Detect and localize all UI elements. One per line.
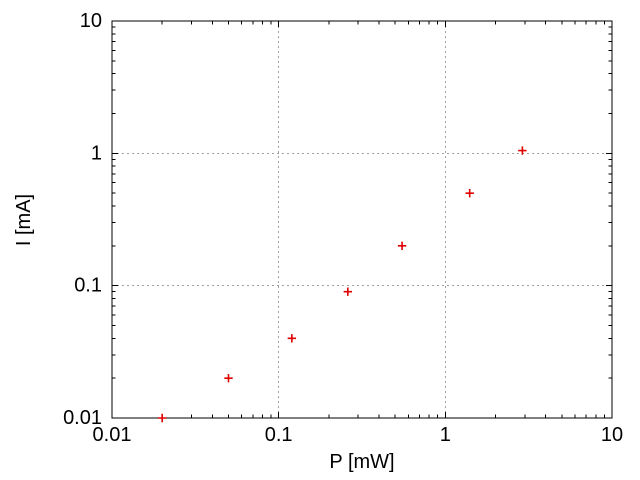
data-point-marker [465,188,474,198]
data-points [157,146,527,423]
y-tick-label: 0.1 [74,275,102,297]
data-point-marker [287,334,297,343]
data-point-marker [343,287,353,296]
x-tick-label: 0.01 [93,424,132,446]
data-point-marker [518,146,527,155]
axes [111,20,613,419]
y-tick-label: 10 [80,10,102,32]
plot-border [111,20,613,419]
tick-labels: 0.01 0.1 1 10 0.01 0.1 1 10 [63,10,623,446]
data-point-marker [397,241,407,251]
data-point-marker [157,413,167,423]
y-axis-label: I [mA] [13,194,35,246]
x-tick-label: 10 [601,424,623,446]
x-tick-label: 0.1 [265,424,293,446]
y-tick-label: 0.01 [63,407,102,429]
x-axis-label: P [mW] [329,451,394,473]
y-tick-label: 1 [91,142,102,164]
x-tick-label: 1 [440,424,451,446]
data-point-marker [224,373,233,383]
gridlines [112,21,612,418]
